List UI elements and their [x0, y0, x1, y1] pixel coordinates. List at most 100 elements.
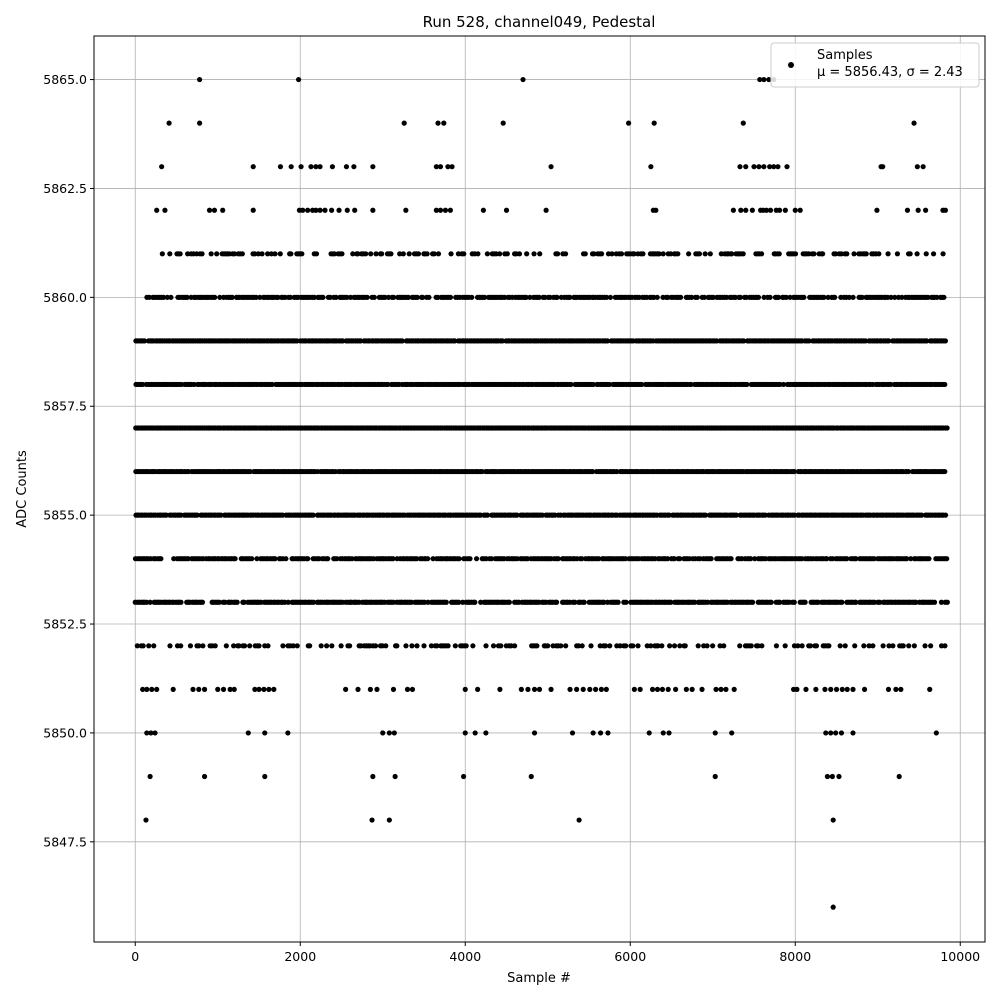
data-point — [603, 686, 609, 692]
data-point — [443, 599, 449, 605]
data-point — [425, 556, 431, 562]
data-point — [158, 556, 164, 562]
data-point — [475, 686, 481, 692]
data-point — [773, 643, 780, 649]
data-point — [837, 643, 843, 649]
data-point — [490, 643, 497, 649]
data-point — [749, 599, 756, 605]
data-point — [247, 643, 253, 649]
data-point — [415, 251, 422, 257]
data-point — [928, 643, 934, 649]
data-point — [531, 686, 538, 692]
data-point — [575, 643, 582, 649]
y-axis-ticks: 5847.5 5850.0 5852.5 5855.0 5857.5 5860.0 5862… — [43, 72, 94, 849]
data-point — [821, 294, 827, 300]
data-point — [704, 643, 710, 649]
data-point — [653, 207, 659, 213]
x-tick-label: 4000 — [449, 949, 481, 964]
data-point — [713, 686, 719, 692]
data-point — [218, 512, 224, 518]
data-point — [870, 643, 876, 649]
data-point — [755, 643, 761, 649]
data-point — [888, 381, 894, 388]
data-point — [252, 686, 258, 692]
data-point — [792, 251, 799, 257]
data-point — [245, 730, 251, 736]
data-point — [568, 381, 574, 388]
data-point — [702, 512, 709, 518]
data-point — [329, 164, 336, 170]
data-point — [723, 686, 729, 692]
data-point — [751, 164, 757, 170]
data-point — [325, 556, 331, 562]
data-point — [271, 686, 277, 692]
data-point — [347, 643, 353, 649]
data-point — [536, 686, 543, 692]
data-point — [591, 251, 597, 257]
data-point — [268, 251, 274, 257]
data-point — [708, 556, 714, 562]
data-point — [576, 817, 582, 823]
data-point — [579, 643, 585, 649]
data-point — [227, 686, 233, 692]
data-point — [791, 599, 797, 605]
data-point — [748, 556, 754, 562]
data-point — [483, 643, 489, 649]
data-point — [913, 599, 919, 605]
data-point — [241, 599, 247, 605]
data-point — [649, 686, 656, 692]
y-tick-label: 5862.5 — [43, 181, 87, 196]
data-point — [763, 207, 769, 213]
data-point — [850, 730, 856, 736]
data-point — [617, 643, 623, 649]
data-point — [922, 643, 928, 649]
y-tick-label: 5860.0 — [43, 290, 87, 305]
data-point — [231, 686, 237, 692]
data-point — [159, 164, 165, 170]
data-point — [516, 251, 523, 257]
data-point — [534, 643, 540, 649]
data-point — [833, 730, 839, 736]
data-point — [428, 643, 435, 649]
data-point — [885, 251, 891, 257]
data-point — [196, 643, 202, 649]
data-point — [322, 207, 328, 213]
data-point — [775, 164, 781, 170]
data-point — [223, 643, 229, 649]
data-point — [768, 599, 774, 605]
data-point — [300, 207, 306, 213]
data-point — [462, 730, 468, 736]
data-point — [369, 817, 375, 823]
data-point — [370, 773, 376, 780]
data-point — [261, 686, 267, 692]
data-point — [885, 686, 892, 692]
data-point — [280, 643, 286, 649]
data-point — [503, 207, 510, 213]
data-point — [877, 599, 883, 605]
data-point — [548, 164, 554, 170]
data-point — [675, 251, 681, 257]
data-point — [528, 773, 534, 780]
data-point — [567, 686, 573, 692]
data-point — [141, 338, 148, 344]
data-point — [167, 251, 173, 257]
data-point — [288, 251, 294, 257]
data-point — [140, 686, 146, 692]
data-point — [539, 512, 545, 518]
data-point — [206, 207, 213, 213]
data-point — [904, 207, 911, 213]
data-point — [886, 338, 892, 344]
data-point — [147, 773, 153, 780]
data-point — [149, 686, 155, 692]
data-point — [871, 556, 877, 562]
data-point — [944, 425, 950, 431]
data-point — [333, 294, 339, 300]
data-point — [310, 599, 317, 605]
data-point — [794, 686, 800, 692]
data-point — [596, 556, 602, 562]
data-point — [806, 338, 812, 344]
data-point — [767, 207, 774, 213]
data-point — [677, 643, 683, 649]
data-point — [152, 730, 158, 736]
data-point — [229, 294, 235, 300]
